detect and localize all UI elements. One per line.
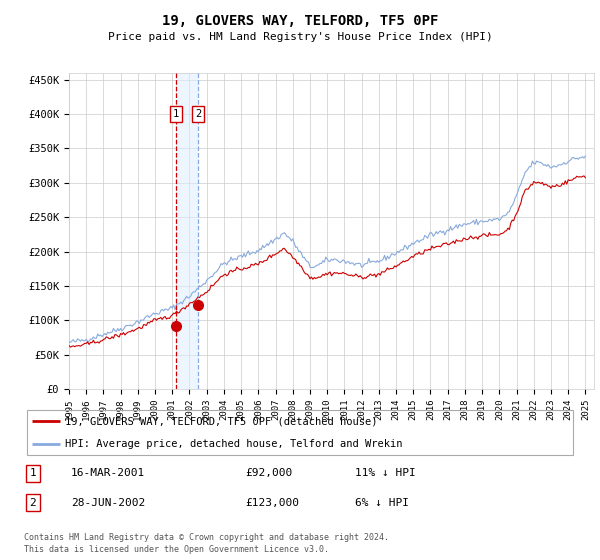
Text: Contains HM Land Registry data © Crown copyright and database right 2024.: Contains HM Land Registry data © Crown c…: [24, 533, 389, 542]
Text: This data is licensed under the Open Government Licence v3.0.: This data is licensed under the Open Gov…: [24, 545, 329, 554]
Text: 11% ↓ HPI: 11% ↓ HPI: [355, 468, 416, 478]
Text: 2: 2: [195, 109, 201, 119]
Text: £92,000: £92,000: [245, 468, 292, 478]
Text: Price paid vs. HM Land Registry's House Price Index (HPI): Price paid vs. HM Land Registry's House …: [107, 32, 493, 43]
Text: 19, GLOVERS WAY, TELFORD, TF5 0PF (detached house): 19, GLOVERS WAY, TELFORD, TF5 0PF (detac…: [65, 416, 378, 426]
Text: 28-JUN-2002: 28-JUN-2002: [71, 498, 145, 507]
Text: 16-MAR-2001: 16-MAR-2001: [71, 468, 145, 478]
Text: 19, GLOVERS WAY, TELFORD, TF5 0PF: 19, GLOVERS WAY, TELFORD, TF5 0PF: [162, 14, 438, 28]
Text: 2: 2: [29, 498, 36, 507]
Text: 1: 1: [29, 468, 36, 478]
Text: 6% ↓ HPI: 6% ↓ HPI: [355, 498, 409, 507]
Text: 1: 1: [173, 109, 179, 119]
Text: £123,000: £123,000: [245, 498, 299, 507]
Bar: [176, 73, 198, 389]
Text: HPI: Average price, detached house, Telford and Wrekin: HPI: Average price, detached house, Telf…: [65, 439, 403, 449]
